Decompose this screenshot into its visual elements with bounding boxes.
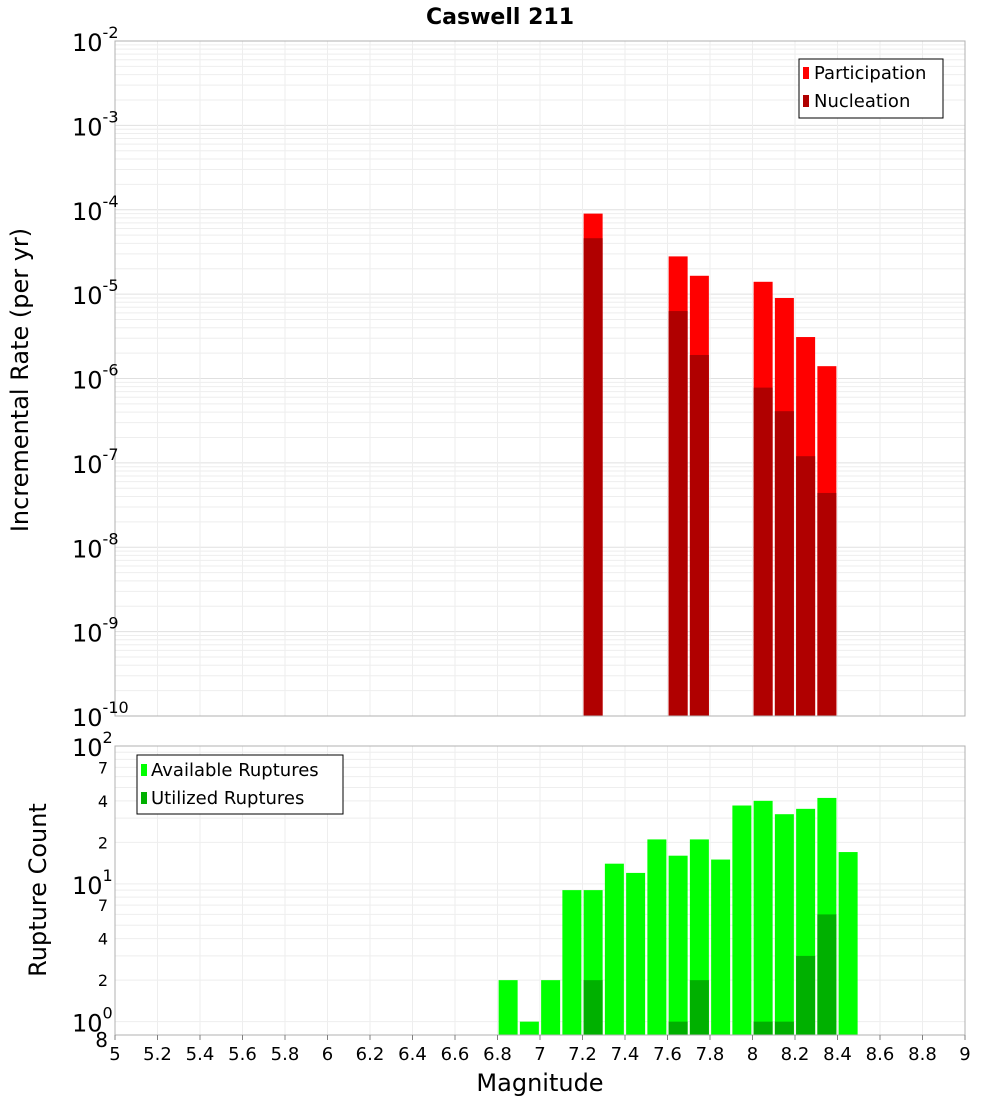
available-bar-3 (562, 890, 582, 1035)
nucleation-bar-6 (817, 492, 837, 716)
top-y-tick-label: 10-2 (72, 23, 119, 57)
bottom-y-tick-label: 100 (72, 1004, 113, 1038)
x-tick-label: 6.8 (483, 1044, 512, 1065)
top-y-tick-label: 10-6 (72, 361, 119, 395)
available-bar-12 (753, 800, 773, 1035)
utilized-bar-13 (774, 1021, 794, 1035)
top-legend-swatch (803, 95, 809, 107)
nucleation-bar-2 (689, 354, 709, 716)
top-y-axis-label: Incremental Rate (per yr) (6, 228, 34, 532)
bottom-y-tick-label: 2 (98, 971, 108, 990)
x-tick-label: 6.2 (356, 1044, 385, 1065)
utilized-bar-4 (583, 980, 603, 1035)
x-tick-label: 6 (322, 1044, 333, 1065)
bottom-y-tick-label: 2 (98, 833, 108, 852)
x-tick-label: 7.6 (653, 1044, 682, 1065)
x-axis-label: Magnitude (476, 1069, 603, 1097)
bottom-legend-swatch (141, 764, 147, 776)
available-bar-11 (732, 805, 752, 1035)
bottom-y-axis-label: Rupture Count (24, 803, 52, 977)
x-tick-labels: 5 5.2 5.4 5.6 5.8 6 6.2 6.4 6.6 6.8 7 7.2 7.4 7.6 7.8 8… (109, 1035, 971, 1065)
nucleation-bar-1 (668, 311, 688, 716)
x-tick-label: 7 (534, 1044, 545, 1065)
bottom-legend-label: Available Ruptures (151, 760, 319, 781)
x-tick-label: 5 (109, 1044, 120, 1065)
chart-title: Caswell 211 (426, 5, 574, 30)
available-bar-13 (774, 814, 794, 1035)
x-tick-label: 8.8 (908, 1044, 937, 1065)
top-legend-label: Participation (814, 63, 926, 84)
x-tick-label: 7.2 (568, 1044, 597, 1065)
top-legend-swatch (803, 67, 809, 79)
top-bars (583, 213, 837, 717)
x-tick-label: 6.6 (441, 1044, 470, 1065)
utilized-bar-14 (796, 955, 816, 1035)
top-y-tick-label: 10-5 (72, 276, 119, 310)
top-legend-box (798, 58, 944, 119)
utilized-bar-12 (753, 1021, 773, 1035)
top-y-tick-label: 10-9 (72, 614, 119, 648)
bottom-bars (498, 797, 858, 1035)
x-tick-label: 8 (747, 1044, 758, 1065)
available-bar-2 (541, 980, 561, 1035)
nucleation-bar-0 (583, 238, 603, 716)
x-tick-label: 5.6 (228, 1044, 257, 1065)
bottom-y-tick-label: 7 (98, 758, 108, 777)
top-grid (114, 41, 966, 717)
utilized-bar-15 (817, 914, 837, 1035)
x-tick-label: 8.2 (781, 1044, 810, 1065)
x-tick-label: 9 (959, 1044, 970, 1065)
bottom-legend-label: Utilized Ruptures (151, 788, 304, 809)
top-y-tick-label: 10-7 (72, 445, 119, 479)
available-bar-10 (711, 859, 731, 1035)
available-bar-8 (668, 855, 688, 1035)
top-legend-label: Nucleation (814, 91, 910, 112)
top-y-tick-label: 10-3 (72, 107, 119, 141)
available-bar-6 (626, 872, 646, 1035)
x-tick-label: 5.4 (186, 1044, 215, 1065)
utilized-bar-9 (689, 980, 709, 1035)
bottom-y-tick-label: 102 (72, 728, 113, 762)
available-bar-16 (838, 852, 858, 1035)
top-y-tick-label: 10-8 (72, 529, 119, 563)
x-tick-label: 5.2 (143, 1044, 172, 1065)
x-tick-label: 8.6 (866, 1044, 895, 1065)
available-bar-1 (519, 1021, 539, 1035)
available-bar-5 (604, 863, 624, 1035)
available-bar-7 (647, 839, 667, 1035)
x-tick-label: 5.8 (271, 1044, 300, 1065)
nucleation-bar-5 (796, 456, 816, 716)
bottom-legend: Available Ruptures Utilized Ruptures (136, 754, 344, 815)
x-tick-label: 8.4 (823, 1044, 852, 1065)
nucleation-bar-3 (753, 387, 773, 716)
bottom-y-tick-label: 4 (98, 930, 108, 949)
top-legend: Participation Nucleation (798, 58, 944, 119)
bottom-y-tick-label: 4 (98, 792, 108, 811)
nucleation-bar-4 (774, 411, 794, 716)
top-y-tick-label: 10-4 (72, 192, 119, 226)
available-bar-0 (498, 980, 518, 1035)
x-tick-label: 6.4 (398, 1044, 427, 1065)
x-tick-label: 7.8 (696, 1044, 725, 1065)
bottom-y-tick-label: 8 (95, 1028, 108, 1052)
top-plot-frame (114, 40, 966, 717)
bottom-y-tick-label: 7 (98, 896, 108, 915)
bottom-legend-swatch (141, 792, 147, 804)
incremental-rate-plot: 10-2 10-3 10-4 10-5 10-6 10-7 10-8 10-9 10-10 In… (6, 23, 966, 732)
bottom-y-tick-label: 101 (72, 866, 113, 900)
bottom-legend-box (136, 754, 344, 815)
utilized-bar-8 (668, 1021, 688, 1035)
x-tick-label: 7.4 (611, 1044, 640, 1065)
top-y-tick-label: 10-10 (72, 698, 129, 732)
top-y-tick-labels: 10-2 10-3 10-4 10-5 10-6 10-7 10-8 10-9 10-10 (72, 23, 129, 732)
